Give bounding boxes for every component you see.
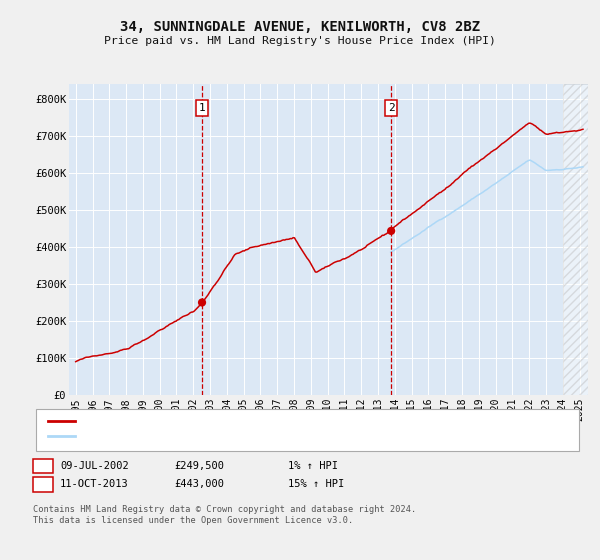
Text: 09-JUL-2002: 09-JUL-2002 <box>60 461 129 471</box>
Text: HPI: Average price, detached house, Warwick: HPI: Average price, detached house, Warw… <box>81 431 339 441</box>
Text: Price paid vs. HM Land Registry's House Price Index (HPI): Price paid vs. HM Land Registry's House … <box>104 36 496 46</box>
Text: 11-OCT-2013: 11-OCT-2013 <box>60 479 129 489</box>
Text: £249,500: £249,500 <box>174 461 224 471</box>
Text: Contains HM Land Registry data © Crown copyright and database right 2024.
This d: Contains HM Land Registry data © Crown c… <box>33 505 416 525</box>
Text: 1% ↑ HPI: 1% ↑ HPI <box>288 461 338 471</box>
Bar <box>563 84 588 395</box>
Text: 15% ↑ HPI: 15% ↑ HPI <box>288 479 344 489</box>
Point <box>197 298 207 307</box>
Point <box>386 226 396 235</box>
Text: 34, SUNNINGDALE AVENUE, KENILWORTH, CV8 2BZ: 34, SUNNINGDALE AVENUE, KENILWORTH, CV8 … <box>120 20 480 34</box>
Text: 1: 1 <box>199 103 205 113</box>
Text: 2: 2 <box>40 479 46 489</box>
Text: 34, SUNNINGDALE AVENUE, KENILWORTH, CV8 2BZ (detached house): 34, SUNNINGDALE AVENUE, KENILWORTH, CV8 … <box>81 416 441 426</box>
Text: 2: 2 <box>388 103 395 113</box>
Text: £443,000: £443,000 <box>174 479 224 489</box>
Text: 1: 1 <box>40 461 46 471</box>
